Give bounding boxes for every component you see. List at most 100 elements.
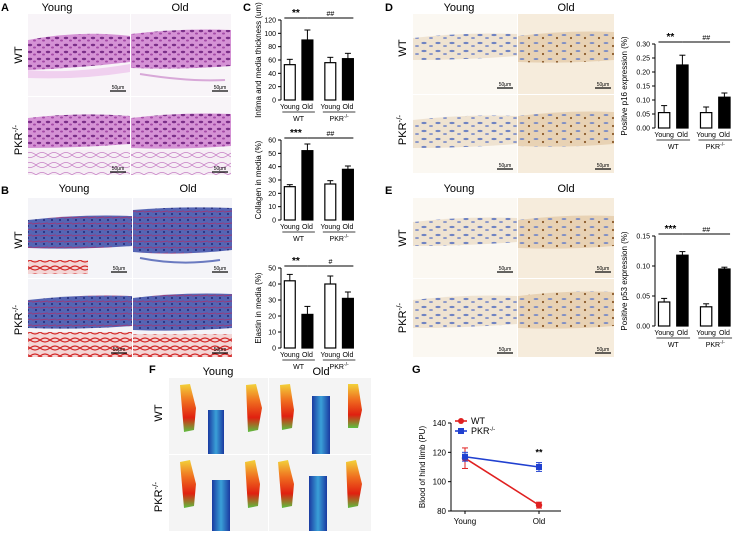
x-tick-label: Old xyxy=(302,104,313,111)
x-tick-label: Young xyxy=(654,132,674,139)
panel-b-row-wt: WT xyxy=(13,231,25,248)
y-tick-label: 50 xyxy=(268,266,276,273)
y-axis-title: Blood of hind limb (PU) xyxy=(418,426,427,509)
group-label: WT xyxy=(293,116,305,123)
ihc-p16-pkr-old xyxy=(518,95,614,173)
svg-text:50μm: 50μm xyxy=(214,166,227,172)
y-tick-label: 0.30 xyxy=(636,42,650,49)
bar xyxy=(699,111,713,129)
panel-a-row-pkr: PKR-/- xyxy=(11,125,25,156)
panel-c-label: C xyxy=(243,2,251,14)
bar xyxy=(341,297,354,349)
series-line xyxy=(464,455,540,468)
group-label: WT xyxy=(668,342,680,349)
group-label: PKR-/- xyxy=(706,340,725,349)
panel-d-col-young: Young xyxy=(444,2,475,14)
panel-a-col-old: Old xyxy=(171,2,188,14)
doppler-pkr-old xyxy=(269,455,371,531)
panel-e: E Young Old WT PKR-/- 50μm 50μm 50μm xyxy=(385,183,614,357)
bar xyxy=(324,62,337,101)
ihc-p53-pkr-old xyxy=(518,279,614,357)
x-tick-label: Old xyxy=(677,330,688,337)
y-tick-label: 60 xyxy=(268,138,276,145)
data-point xyxy=(535,501,543,509)
mt-image-wt-young xyxy=(28,198,132,278)
series-line xyxy=(464,457,540,506)
ihc-p53-pkr-young xyxy=(413,279,517,357)
y-tick-label: 0 xyxy=(272,346,276,353)
y-tick-label: 80 xyxy=(268,44,276,51)
group-label: WT xyxy=(293,236,305,243)
y-tick-label: 0 xyxy=(272,98,276,105)
panel-f-row-pkr: PKR-/- xyxy=(151,482,165,513)
y-tick-label: 0.00 xyxy=(636,324,650,331)
mt-image-pkr-young xyxy=(28,279,132,357)
scale-bars-b: 50μm 50μm 50μm 50μm xyxy=(111,266,228,354)
x-tick-label: Young xyxy=(280,104,300,111)
svg-text:50μm: 50μm xyxy=(113,347,126,353)
scale-bars-e: 50μm 50μm 50μm 50μm xyxy=(497,266,611,354)
legend-marker xyxy=(458,418,464,424)
panel-e-col-old: Old xyxy=(557,183,574,195)
panel-b-col-young: Young xyxy=(59,183,90,195)
bar xyxy=(699,306,713,327)
panel-a-col-young: Young xyxy=(42,2,73,14)
legend-marker xyxy=(458,428,464,434)
x-tick-label: Old xyxy=(342,352,353,359)
panel-f-col-young: Young xyxy=(203,366,234,378)
data-point xyxy=(536,464,542,470)
panel-d-row-wt: WT xyxy=(397,39,409,56)
significance-mark: ** xyxy=(535,447,543,457)
y-axis-title: Elastin in media (%) xyxy=(254,272,263,343)
y-tick-label: 0.15 xyxy=(636,234,650,241)
y-tick-label: 0.20 xyxy=(636,70,650,77)
group-label: PKR-/- xyxy=(330,234,349,243)
x-tick-label: Old xyxy=(342,224,353,231)
y-axis-title: Intima and media thickness (um) xyxy=(254,2,263,118)
panel-b-col-old: Old xyxy=(179,183,196,195)
y-tick-label: 0.10 xyxy=(636,98,650,105)
bar xyxy=(341,58,354,101)
y-tick-label: 120 xyxy=(264,18,276,25)
svg-text:50μm: 50μm xyxy=(113,266,126,272)
ihc-p53-wt-young xyxy=(413,198,517,278)
y-tick-label: 40 xyxy=(268,282,276,289)
ihc-p53-wt-old xyxy=(518,198,614,278)
legend-label: WT xyxy=(471,416,485,426)
panel-a-row-wt: WT xyxy=(13,46,25,63)
x-tick-label: Young xyxy=(280,224,300,231)
bar xyxy=(283,280,296,349)
chart-hindlimb-blood: 80 100 120 140 Blood of hind limb (PU) Young O… xyxy=(418,416,561,526)
data-point xyxy=(462,453,468,460)
y-tick-label: 20 xyxy=(268,314,276,321)
scale-bars-a: 50μm 50μm 50μm 50μm xyxy=(110,85,228,173)
ihc-p16-wt-old xyxy=(518,14,614,94)
x-tick-label: Old xyxy=(302,224,313,231)
panel-g-label: G xyxy=(412,364,421,376)
panel-f-row-wt: WT xyxy=(153,404,165,421)
svg-text:50μm: 50μm xyxy=(499,266,512,272)
svg-text:50μm: 50μm xyxy=(499,347,512,353)
svg-text:50μm: 50μm xyxy=(499,163,512,169)
panel-f: F Young Old WT PKR-/- xyxy=(149,364,371,531)
y-tick-label: 0.10 xyxy=(636,264,650,271)
y-tick-label: 100 xyxy=(433,478,447,487)
x-tick-label: Old xyxy=(677,132,688,139)
doppler-wt-young xyxy=(169,378,268,454)
doppler-wt-old xyxy=(269,378,371,454)
x-tick-label: Old xyxy=(342,104,353,111)
x-tick-label: Young xyxy=(654,330,674,337)
x-tick-label: Old xyxy=(719,132,730,139)
y-axis-title: Positive p16 expression (%) xyxy=(620,36,629,135)
bar xyxy=(283,64,296,101)
svg-text:50μm: 50μm xyxy=(597,347,610,353)
he-image-pkr-old xyxy=(131,97,231,175)
ihc-p16-wt-young xyxy=(413,14,517,94)
x-tick-label: Old xyxy=(302,352,313,359)
panel-f-col-old: Old xyxy=(312,366,329,378)
bar xyxy=(718,96,731,129)
y-tick-label: 100 xyxy=(264,31,276,38)
significance-mark: ** xyxy=(292,256,300,267)
y-tick-label: 120 xyxy=(433,448,447,457)
